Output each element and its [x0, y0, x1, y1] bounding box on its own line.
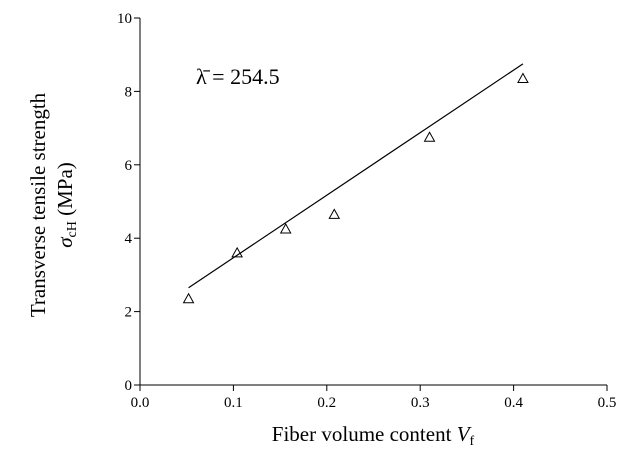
- x-tick-label: 0.4: [504, 395, 523, 411]
- y-label-sub: cH: [65, 221, 80, 237]
- y-label-var: σ: [53, 236, 77, 248]
- y-tick-label: 10: [117, 11, 132, 27]
- x-tick-label: 0.3: [411, 395, 430, 411]
- x-tick-label: 0.0: [131, 395, 150, 411]
- annotation: λ̄ = 254.5: [196, 64, 280, 89]
- y-tick-label: 2: [125, 305, 133, 321]
- fit-line: [188, 63, 524, 289]
- x-label-var: V: [457, 422, 472, 446]
- x-tick-label: 0.1: [224, 395, 243, 411]
- point: [328, 208, 341, 219]
- x-tick-label: 0.2: [317, 395, 336, 411]
- y-tick-label: 4: [125, 231, 133, 247]
- y-label-unit: (MPa): [53, 162, 77, 221]
- y-tick-label: 6: [125, 158, 133, 174]
- y-axis-label: Transverse tensile strength: [26, 92, 50, 317]
- point: [231, 246, 243, 258]
- y-tick-label: 8: [125, 84, 133, 100]
- point: [517, 72, 529, 84]
- point: [423, 131, 436, 142]
- point: [182, 292, 195, 304]
- x-label-text: Fiber volume content: [272, 422, 457, 446]
- x-axis-label: Fiber volume content Vf: [272, 422, 475, 449]
- x-tick-label: 0.5: [598, 395, 617, 411]
- y-tick-label: 0: [125, 378, 133, 394]
- x-label-sub: f: [470, 434, 475, 449]
- point: [279, 222, 292, 234]
- y-axis-label-2: σcH (MPa): [53, 162, 80, 248]
